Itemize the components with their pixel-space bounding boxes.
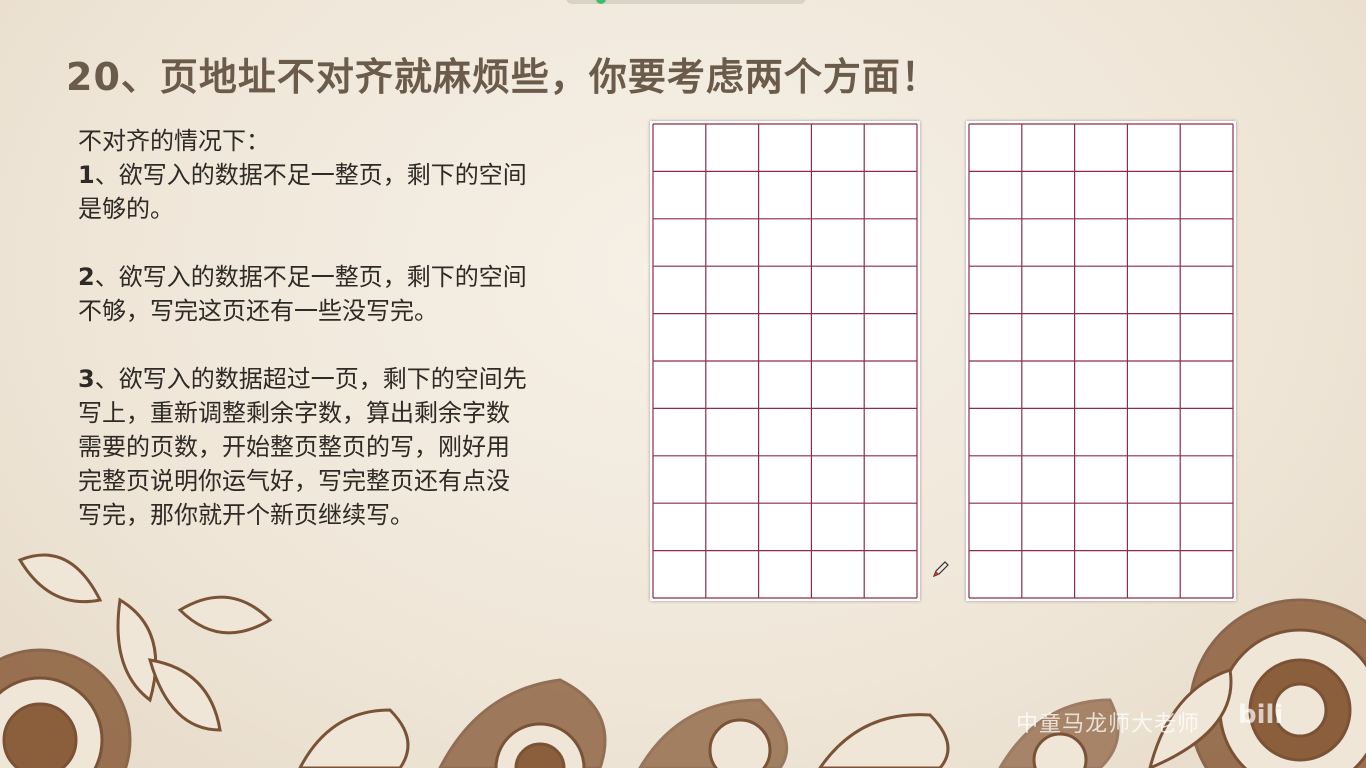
bilibili-logo-icon: bili — [1238, 700, 1284, 730]
page-grid-left — [650, 121, 920, 601]
point-1-text: 、欲写入的数据不足一整页，剩下的空间 是够的。 — [78, 161, 527, 223]
watermark-text: 中童马龙师大老师 — [1016, 712, 1201, 737]
point-2: 2、欲写入的数据不足一整页，剩下的空间 不够，写完这页还有一些没写完。 — [78, 260, 618, 328]
webcam-indicator-icon — [566, 0, 806, 4]
point-3-number: 3 — [78, 365, 95, 393]
page-grid-right-lines — [968, 123, 1234, 599]
point-2-text: 、欲写入的数据不足一整页，剩下的空间 不够，写完这页还有一些没写完。 — [78, 263, 527, 325]
slide-title: 20、页地址不对齐就麻烦些，你要考虑两个方面！ — [66, 55, 940, 99]
page-grid-right — [966, 121, 1236, 601]
floral-decoration — [0, 553, 1366, 768]
intro-text: 不对齐的情况下： — [78, 127, 270, 155]
point-2-number: 2 — [78, 263, 95, 291]
point-1: 1、欲写入的数据不足一整页，剩下的空间 是够的。 — [78, 158, 618, 226]
page-grid-left-lines — [652, 123, 918, 599]
pen-cursor-icon — [932, 561, 949, 578]
point-3: 3、欲写入的数据超过一页，剩下的空间先 写上，重新调整剩余字数，算出剩余字数 需… — [78, 362, 618, 532]
slide-body: 不对齐的情况下： 1、欲写入的数据不足一整页，剩下的空间 是够的。 2、欲写入的… — [78, 124, 618, 532]
point-3-text: 、欲写入的数据超过一页，剩下的空间先 写上，重新调整剩余字数，算出剩余字数 需要… — [78, 365, 527, 529]
point-1-number: 1 — [78, 161, 95, 189]
